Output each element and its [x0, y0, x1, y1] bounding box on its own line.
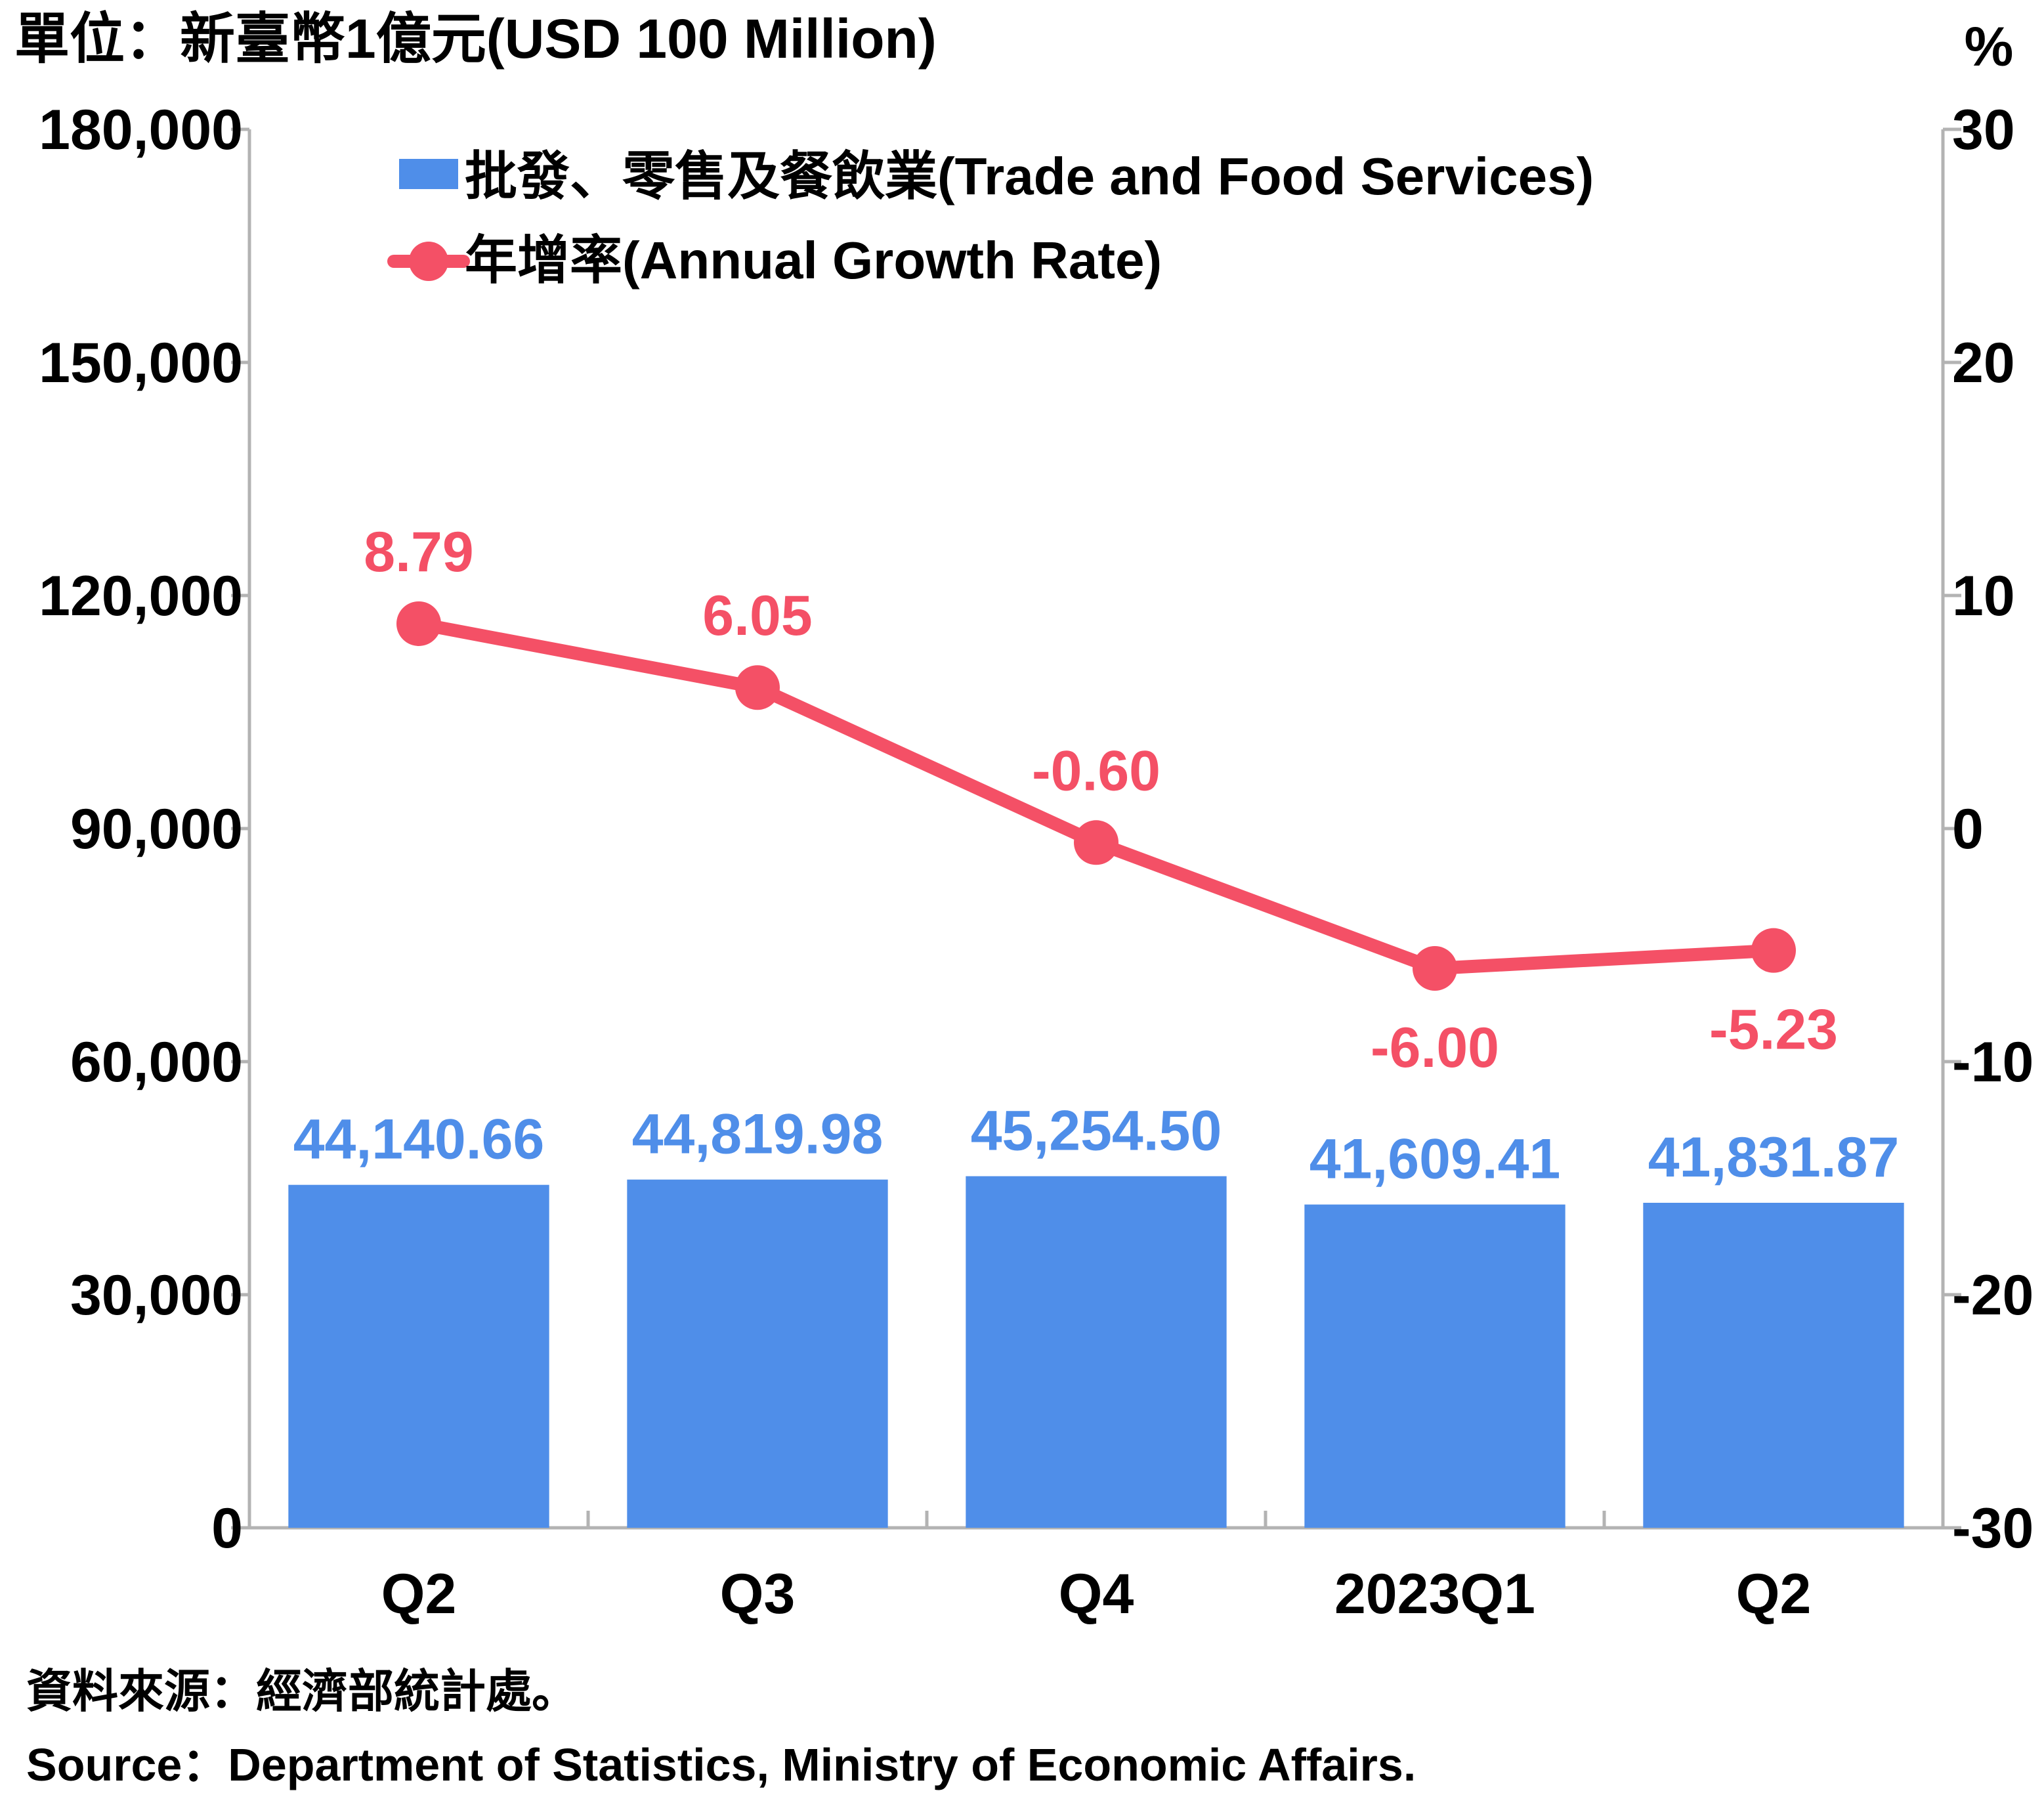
right-tick-label: -30 — [1952, 1497, 2033, 1560]
bar-series — [288, 1176, 1904, 1528]
legend-line-marker — [409, 242, 448, 281]
x-axis-ticks: Q2 Q3 Q4 2023Q1 Q2 — [247, 1511, 1945, 1626]
legend-bar-swatch — [399, 159, 458, 189]
right-tick-label: 0 — [1952, 798, 1984, 861]
right-axis-ticks: -30 -20 -10 0 10 20 30 — [1943, 98, 2033, 1560]
growth-point — [396, 601, 441, 646]
bar — [1643, 1202, 1904, 1528]
growth-point — [1413, 946, 1457, 991]
right-tick-label: 10 — [1952, 565, 2015, 628]
left-tick-label: 150,000 — [39, 332, 243, 395]
bar — [966, 1176, 1227, 1528]
bar-data-labels: 44,140.66 44,819.98 45,254.50 41,609.41 41,8… — [293, 1099, 1900, 1190]
legend-line-label: 年增率(Annual Growth Rate) — [465, 231, 1162, 290]
bar-value-label: 44,819.98 — [632, 1103, 884, 1166]
source-zh: 資料來源：經濟部統計處。 — [26, 1666, 578, 1717]
right-tick-label: -10 — [1952, 1031, 2033, 1094]
bar — [288, 1184, 549, 1528]
x-tick-label: Q3 — [720, 1563, 796, 1626]
left-tick-label: 180,000 — [39, 98, 243, 162]
left-tick-label: 90,000 — [70, 798, 243, 861]
x-tick-label: 2023Q1 — [1334, 1563, 1535, 1626]
right-unit-label: % — [1965, 16, 2014, 77]
source-en: Source：Department of Statistics, Ministr… — [26, 1739, 1416, 1790]
bar — [627, 1179, 888, 1528]
growth-value-label: -6.00 — [1371, 1016, 1499, 1079]
left-axis-ticks: 0 30,000 60,000 90,000 120,000 150,000 180,000 — [39, 98, 249, 1560]
left-tick-label: 30,000 — [70, 1264, 243, 1327]
growth-point — [735, 665, 780, 710]
bar-value-label: 44,140.66 — [293, 1108, 545, 1171]
x-tick-label: Q4 — [1059, 1563, 1134, 1626]
growth-value-label: 8.79 — [364, 521, 473, 584]
left-tick-label: 0 — [211, 1497, 243, 1560]
growth-point — [1751, 928, 1796, 973]
bar-value-label: 41,831.87 — [1648, 1126, 1900, 1189]
bar-value-label: 41,609.41 — [1309, 1128, 1561, 1191]
growth-data-labels: 8.79 6.05 -0.60 -6.00 -5.23 — [364, 521, 1838, 1079]
growth-value-label: -0.60 — [1032, 739, 1160, 802]
legend: 批發、零售及餐飲業(Trade and Food Services) 年增率(A… — [387, 147, 1594, 290]
growth-value-label: -5.23 — [1709, 999, 1838, 1062]
x-tick-label: Q2 — [381, 1563, 457, 1626]
growth-value-label: 6.05 — [702, 584, 812, 647]
x-tick-label: Q2 — [1736, 1563, 1812, 1626]
left-unit-label: 單位：新臺幣1億元(USD 100 Million) — [14, 8, 937, 70]
bar-value-label: 45,254.50 — [971, 1099, 1222, 1162]
left-tick-label: 120,000 — [39, 565, 243, 628]
right-tick-label: 30 — [1952, 98, 2015, 162]
left-tick-label: 60,000 — [70, 1031, 243, 1094]
legend-bar-label: 批發、零售及餐飲業(Trade and Food Services) — [465, 147, 1594, 205]
bar — [1304, 1204, 1565, 1528]
right-tick-label: -20 — [1952, 1264, 2033, 1327]
growth-line-series — [396, 601, 1796, 991]
right-tick-label: 20 — [1952, 332, 2015, 395]
growth-point — [1074, 820, 1118, 865]
